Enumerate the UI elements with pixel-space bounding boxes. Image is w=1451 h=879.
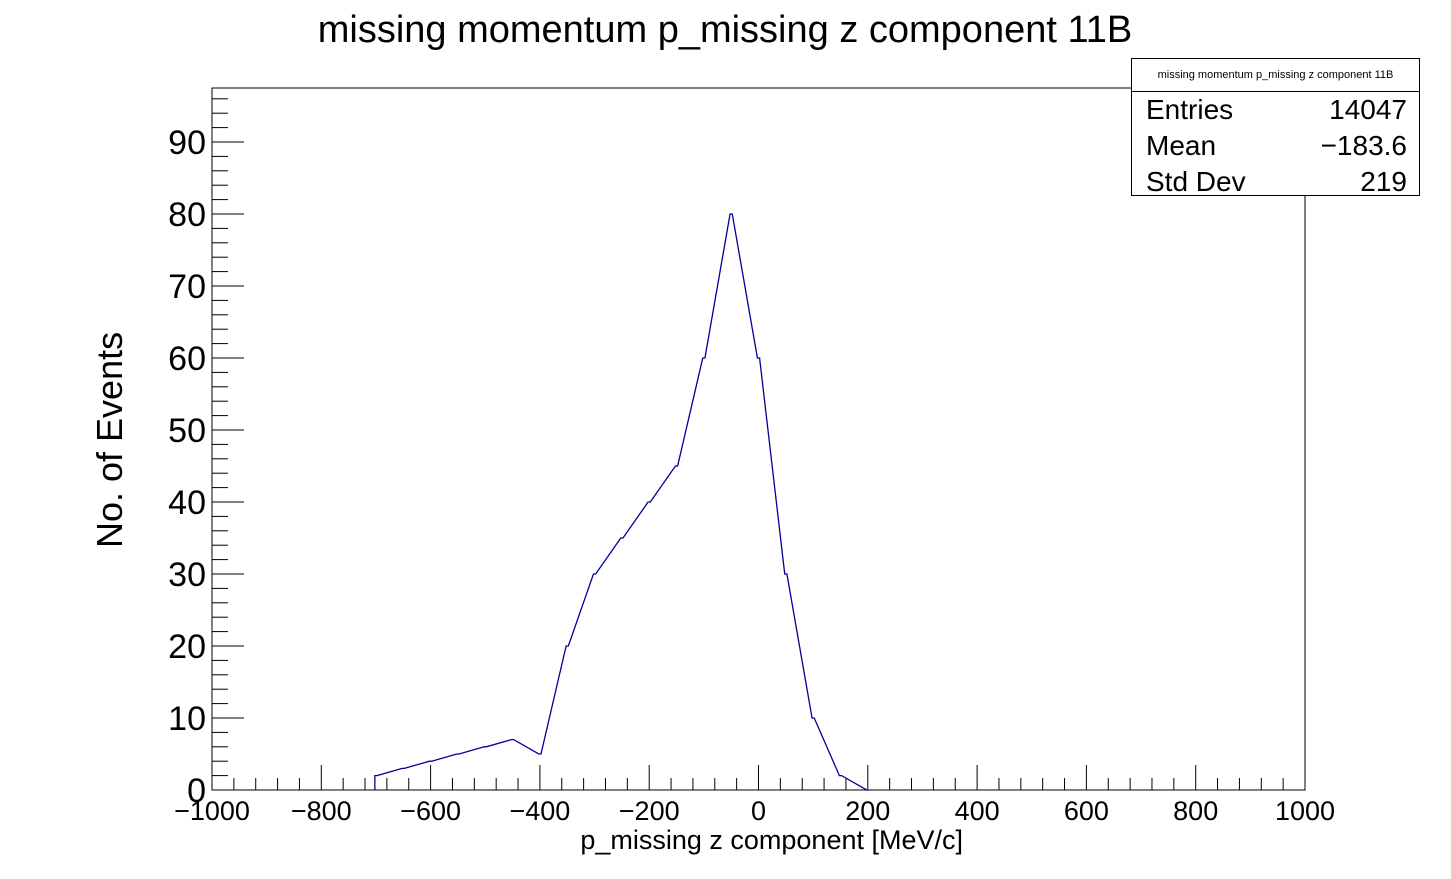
x-tick-label: 200 (845, 796, 890, 826)
stats-row-entries: Entries 14047 (1132, 92, 1419, 128)
y-axis-label: No. of Events (89, 332, 130, 548)
x-tick-label: −400 (509, 796, 570, 826)
y-tick-label: 80 (168, 196, 206, 234)
x-tick-label: 400 (955, 796, 1000, 826)
stats-row-stddev: Std Dev 219 (1132, 164, 1419, 200)
stats-key: Mean (1146, 130, 1217, 161)
x-tick-label: 800 (1173, 796, 1218, 826)
y-tick-label: 40 (168, 484, 206, 522)
y-tick-label: 10 (168, 700, 206, 738)
x-axis-label: p_missing z component [MeV/c] (580, 825, 963, 855)
y-tick-label: 60 (168, 340, 206, 378)
x-tick-label: 600 (1064, 796, 1109, 826)
stats-row-mean: Mean −183.6 (1132, 128, 1419, 164)
chart-title: missing momentum p_missing z component 1… (318, 9, 1133, 51)
stats-value: 219 (1360, 166, 1407, 197)
y-tick-label: 0 (187, 772, 206, 810)
stats-key: Std Dev (1146, 166, 1246, 197)
x-tick-label: 1000 (1275, 796, 1335, 826)
stats-value: −183.6 (1320, 130, 1407, 161)
x-tick-label: −600 (400, 796, 461, 826)
x-tick-label: −200 (619, 796, 680, 826)
y-tick-label: 50 (168, 412, 206, 450)
stats-key: Entries (1146, 94, 1234, 125)
stats-box: missing momentum p_missing z component 1… (1131, 58, 1420, 197)
y-tick-label: 90 (168, 124, 206, 162)
y-tick-label: 20 (168, 628, 206, 666)
y-tick-label: 30 (168, 556, 206, 594)
plot-area: −1000 −800 −600 −400 −200 0 200 400 600 800 1000 0 1… (168, 87, 1335, 826)
histogram-series-line (374, 213, 869, 791)
x-tick-label: 0 (751, 796, 766, 826)
stats-value: 14047 (1329, 94, 1407, 125)
x-tick-label: −800 (291, 796, 352, 826)
stats-title: missing momentum p_missing z component 1… (1132, 59, 1419, 92)
x-tick-label: −1000 (174, 796, 250, 826)
y-tick-label: 70 (168, 268, 206, 306)
